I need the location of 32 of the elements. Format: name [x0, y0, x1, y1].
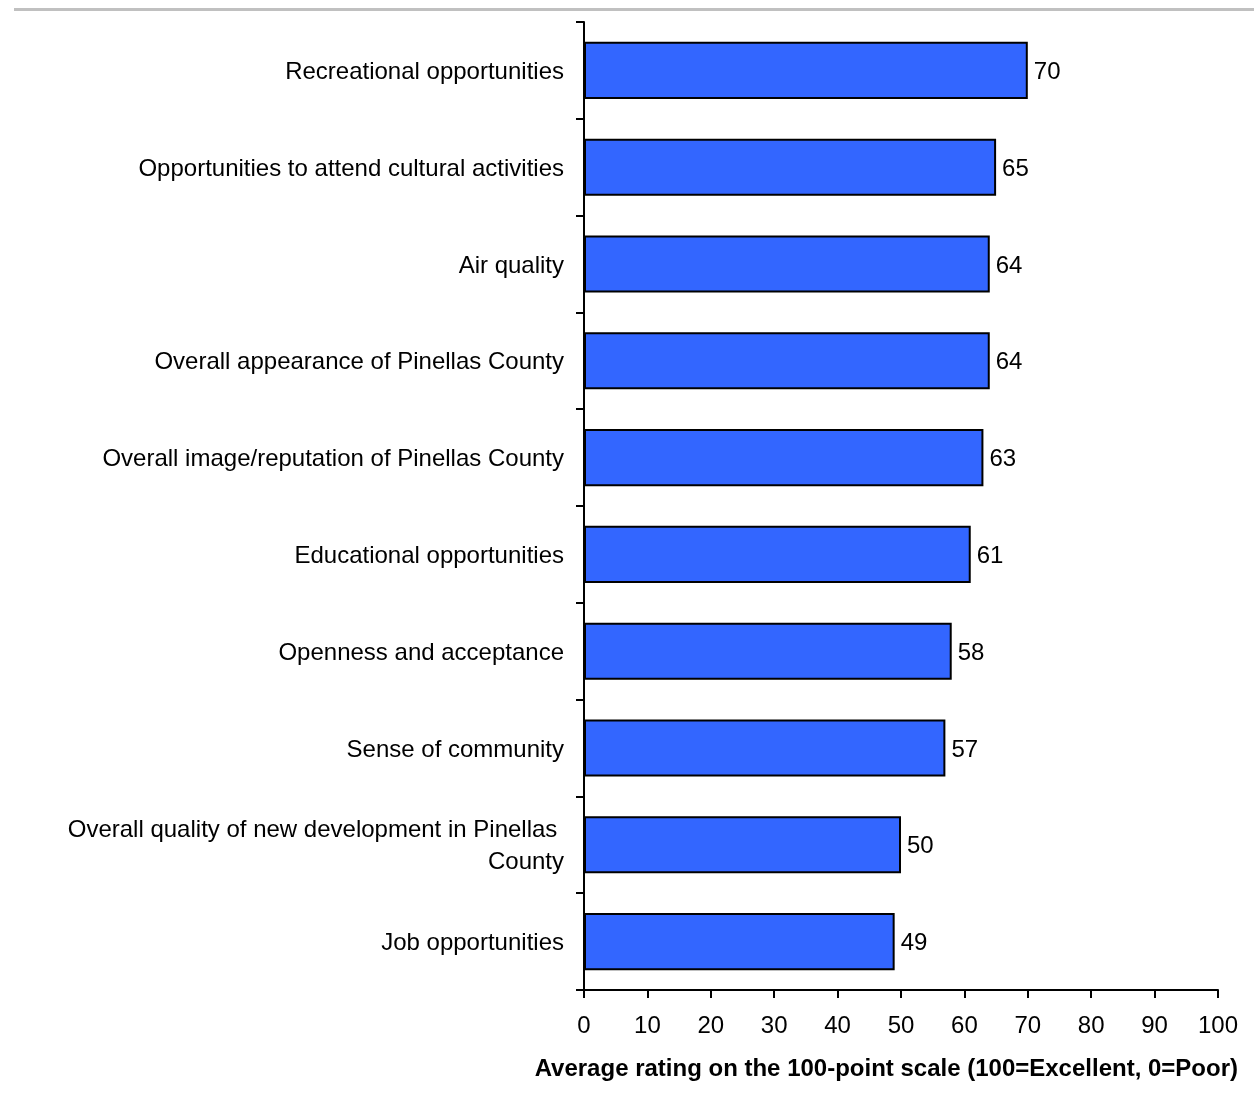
x-tick-label: 90	[1141, 1010, 1168, 1038]
y-tick-label: Overall appearance of Pinellas County	[154, 347, 564, 375]
data-label: 61	[976, 540, 1004, 568]
x-tick-label: 80	[1077, 1010, 1105, 1038]
y-tick-label: Recreational opportunities	[285, 56, 564, 84]
data-label: 50	[907, 831, 934, 859]
data-label: 70	[1033, 56, 1061, 84]
data-label: 63	[989, 444, 1017, 472]
x-tick-label: 50	[887, 1010, 915, 1038]
x-tick-label: 40	[824, 1010, 851, 1038]
data-label: 49	[900, 928, 928, 956]
y-tick-label: Job opportunities	[381, 928, 564, 956]
x-tick-label: 30	[760, 1010, 788, 1038]
y-tick-label: Overall image/reputation of Pinellas County	[102, 444, 564, 472]
y-tick-label: Air quality	[458, 250, 564, 278]
x-tick-label: 10	[634, 1010, 661, 1038]
data-label: 57	[951, 734, 979, 762]
x-tick-label: 70	[1014, 1010, 1042, 1038]
y-tick-label: Openness and acceptance	[278, 637, 564, 665]
x-tick-label: 20	[697, 1010, 725, 1038]
x-axis-title: Average rating on the 100-point scale (100=Excellent, 0=Poor)	[534, 1053, 1238, 1081]
data-label: 64	[995, 250, 1023, 278]
x-tick-label: 100	[1197, 1010, 1239, 1038]
data-label: 65	[1002, 153, 1029, 181]
data-label: 58	[957, 637, 985, 665]
y-tick-label: Overall quality of new development in Pinellas County	[67, 815, 564, 875]
y-tick-label: Sense of community	[346, 734, 564, 762]
y-tick-label: Educational opportunities	[294, 540, 564, 568]
y-tick-label: Opportunities to attend cultural activities	[138, 153, 564, 181]
x-tick-label: 60	[951, 1010, 978, 1038]
x-tick-label: 0	[577, 1010, 591, 1038]
data-label: 64	[995, 347, 1023, 375]
